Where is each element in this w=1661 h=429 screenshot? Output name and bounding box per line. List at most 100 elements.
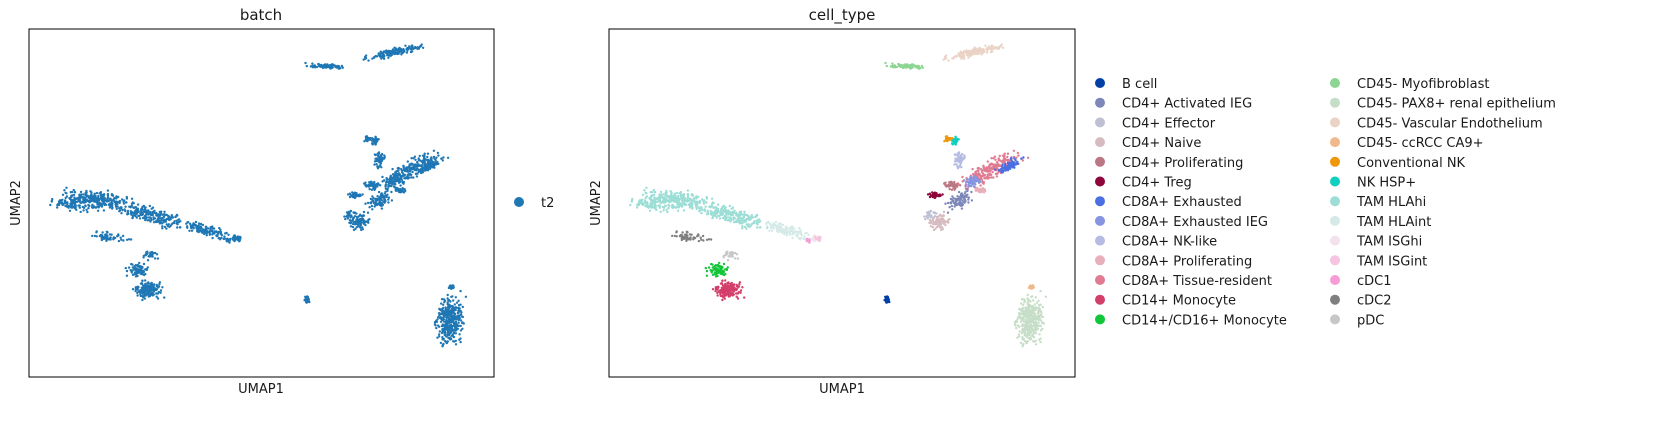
data-point bbox=[722, 295, 725, 298]
data-point bbox=[941, 217, 945, 221]
data-point bbox=[1001, 163, 1004, 166]
data-point bbox=[953, 56, 956, 59]
data-point bbox=[194, 220, 198, 224]
data-point bbox=[1006, 161, 1009, 165]
data-point bbox=[72, 199, 76, 203]
data-point bbox=[979, 176, 982, 179]
data-point bbox=[726, 266, 729, 269]
data-point bbox=[142, 295, 145, 298]
data-point bbox=[713, 268, 716, 271]
data-point bbox=[382, 57, 386, 60]
data-point bbox=[452, 312, 455, 315]
data-point bbox=[132, 273, 136, 276]
data-point bbox=[414, 46, 417, 50]
data-point bbox=[381, 175, 384, 179]
data-point bbox=[643, 200, 647, 203]
data-point bbox=[174, 215, 177, 218]
data-point bbox=[145, 268, 149, 272]
data-point bbox=[714, 286, 717, 289]
data-point bbox=[984, 44, 987, 47]
data-point bbox=[699, 206, 702, 209]
data-point bbox=[147, 212, 151, 216]
data-point bbox=[144, 206, 147, 209]
data-point bbox=[451, 295, 454, 298]
data-point bbox=[134, 286, 137, 289]
data-point bbox=[690, 204, 693, 208]
data-point bbox=[74, 206, 77, 209]
data-point bbox=[977, 172, 981, 175]
data-point bbox=[986, 176, 990, 179]
data-point bbox=[117, 195, 120, 199]
data-point bbox=[427, 163, 431, 166]
data-point bbox=[199, 222, 203, 226]
data-point bbox=[957, 190, 961, 194]
data-point bbox=[157, 286, 160, 289]
data-point bbox=[933, 193, 936, 196]
data-point bbox=[147, 281, 150, 284]
data-point bbox=[662, 209, 665, 212]
data-point bbox=[700, 212, 703, 215]
data-point bbox=[1020, 298, 1024, 301]
data-point bbox=[992, 157, 995, 160]
data-point bbox=[415, 172, 418, 175]
data-point bbox=[672, 205, 676, 208]
data-point bbox=[1016, 316, 1020, 319]
data-point bbox=[171, 216, 174, 219]
data-point bbox=[431, 165, 434, 169]
data-point bbox=[224, 232, 227, 235]
data-point bbox=[167, 215, 170, 218]
data-point bbox=[138, 290, 141, 293]
data-point bbox=[136, 210, 140, 213]
data-point bbox=[645, 186, 648, 189]
data-point bbox=[410, 157, 413, 160]
data-point bbox=[304, 61, 307, 65]
data-point bbox=[155, 295, 158, 298]
data-point bbox=[727, 285, 730, 289]
data-point bbox=[114, 204, 118, 207]
data-point bbox=[359, 213, 362, 216]
data-point bbox=[133, 268, 136, 271]
data-point bbox=[714, 289, 717, 293]
data-point bbox=[232, 238, 235, 242]
data-point bbox=[744, 213, 747, 216]
data-point bbox=[414, 163, 417, 166]
data-point bbox=[1020, 157, 1023, 160]
data-point bbox=[714, 214, 717, 218]
data-point bbox=[94, 196, 97, 199]
data-point bbox=[135, 273, 138, 276]
data-point bbox=[1039, 319, 1043, 322]
data-point bbox=[1022, 156, 1025, 159]
data-point bbox=[79, 210, 82, 214]
data-point bbox=[1013, 166, 1016, 169]
data-point bbox=[1027, 336, 1030, 340]
data-point bbox=[1018, 335, 1021, 338]
data-point bbox=[933, 215, 937, 218]
data-point bbox=[929, 216, 932, 219]
data-point bbox=[818, 235, 822, 239]
data-point bbox=[662, 198, 665, 201]
data-point bbox=[64, 196, 67, 200]
data-point bbox=[127, 266, 131, 269]
data-point bbox=[1039, 324, 1042, 328]
data-point bbox=[668, 204, 671, 208]
data-point bbox=[390, 190, 393, 194]
data-point bbox=[732, 290, 736, 293]
data-point bbox=[713, 271, 717, 274]
data-point bbox=[1013, 323, 1017, 326]
data-point bbox=[440, 302, 443, 305]
data-point bbox=[129, 238, 133, 241]
data-point bbox=[1028, 305, 1031, 308]
data-point bbox=[724, 215, 727, 218]
data-point bbox=[724, 282, 727, 286]
data-point bbox=[372, 197, 375, 200]
data-point bbox=[929, 209, 933, 213]
data-point bbox=[709, 212, 713, 215]
data-point bbox=[996, 161, 999, 164]
data-point bbox=[353, 193, 356, 196]
data-point bbox=[65, 186, 68, 189]
data-point bbox=[131, 288, 135, 291]
data-point bbox=[680, 196, 684, 199]
data-point bbox=[140, 286, 143, 289]
data-point bbox=[720, 272, 723, 275]
data-point bbox=[969, 175, 973, 179]
